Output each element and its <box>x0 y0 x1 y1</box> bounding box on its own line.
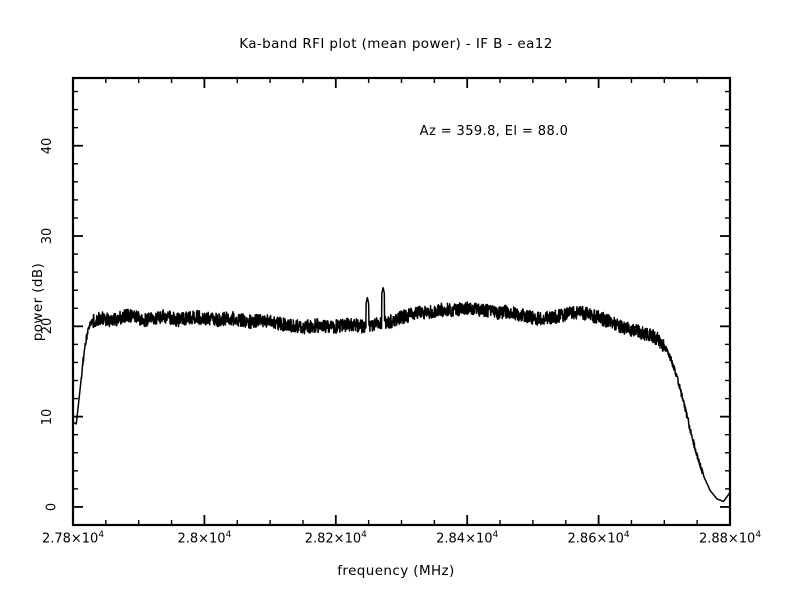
x-tick-label-2: 2.82×104 <box>304 530 367 547</box>
tick-marks <box>72 78 731 525</box>
y-tick-label-4: 40 <box>40 137 56 154</box>
spectrum-trace <box>72 287 731 503</box>
y-tick-label-2: 20 <box>40 318 56 335</box>
x-tick-label-1: 2.8×104 <box>177 530 232 547</box>
y-tick-label-1: 10 <box>40 408 56 425</box>
x-tick-label-0: 2.78×104 <box>41 530 105 547</box>
y-tick-label-0: 0 <box>44 502 60 512</box>
axes-frame <box>71 76 732 527</box>
x-tick-label-4: 2.86×104 <box>567 530 630 547</box>
az-el-annotation: Az = 359.8, El = 88.0 <box>419 124 569 139</box>
x-axis-title: frequency (MHz) <box>337 563 455 579</box>
x-tick-label-3: 2.84×104 <box>436 530 499 547</box>
y-tick-label-3: 30 <box>40 227 56 245</box>
x-tick-label-5: 2.88×104 <box>698 530 762 547</box>
page-title: Ka-band RFI plot (mean power) - IF B - e… <box>239 36 553 52</box>
